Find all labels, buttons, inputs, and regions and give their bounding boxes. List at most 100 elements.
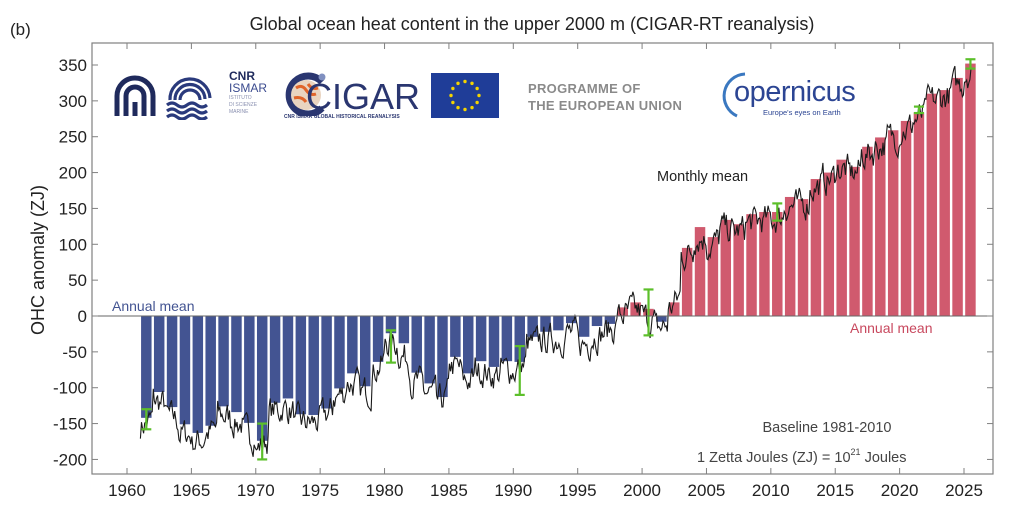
annual-bar-1979 bbox=[372, 316, 384, 362]
x-tick-label: 1975 bbox=[301, 481, 339, 500]
x-tick-label: 2015 bbox=[816, 481, 854, 500]
copernicus-tagline: Europe's eyes on Earth bbox=[763, 108, 841, 117]
y-tick-label: -50 bbox=[62, 343, 87, 362]
cigar-logo-text: CIGAR bbox=[306, 76, 421, 117]
annual-bar-2005 bbox=[707, 237, 719, 316]
x-tick-label: 1970 bbox=[237, 481, 275, 500]
annual-bar-1990 bbox=[514, 316, 525, 362]
annual-bar-2024 bbox=[952, 77, 963, 316]
cigar-logo-subtitle: CNR ISMAR GLOBAL HISTORICAL REANALYSIS bbox=[284, 114, 400, 120]
error-bar-2010 bbox=[772, 202, 783, 222]
y-tick-label: -200 bbox=[53, 450, 87, 469]
annual-bar-1962 bbox=[153, 316, 165, 393]
x-axis: 1960 1965 1970 1975 1980 1985 1990 1995 2000 2005… bbox=[108, 43, 983, 500]
eu-star-icon bbox=[456, 105, 460, 110]
annual-bar-1970 bbox=[256, 316, 268, 441]
annual-bar-1987 bbox=[475, 316, 487, 362]
annual-bar-1985 bbox=[450, 316, 461, 357]
annual-bar-2012 bbox=[797, 199, 809, 316]
y-tick-label: 100 bbox=[59, 235, 87, 254]
ismar-logo-ismar: ISMAR bbox=[229, 81, 268, 95]
annual-bars bbox=[141, 63, 976, 441]
x-tick-label: 2020 bbox=[881, 481, 919, 500]
x-tick-label: 1960 bbox=[108, 481, 146, 500]
y-tick-label: 150 bbox=[59, 199, 87, 218]
annual-bar-1965 bbox=[192, 316, 204, 433]
annual-bar-2004 bbox=[694, 227, 706, 316]
annual-bar-2006 bbox=[720, 219, 732, 316]
eu-star-icon bbox=[475, 100, 479, 105]
annual-bar-2020 bbox=[900, 120, 912, 317]
y-tick-label: 350 bbox=[59, 56, 87, 75]
y-axis-label: OHC anomaly (ZJ) bbox=[28, 185, 48, 335]
error-bars bbox=[141, 58, 976, 461]
y-tick-label: 250 bbox=[59, 128, 87, 147]
cnr-logo-icon bbox=[114, 75, 212, 120]
error-bar-2021 bbox=[913, 105, 924, 115]
programme-of-eu-text: PROGRAMME OF THE EUROPEAN UNION bbox=[528, 80, 682, 114]
eu-star-icon bbox=[470, 81, 474, 86]
copernicus-arc-icon bbox=[722, 72, 746, 118]
annual-bar-1973 bbox=[295, 316, 307, 415]
x-tick-label: 2010 bbox=[752, 481, 790, 500]
annual-bar-2007 bbox=[733, 224, 744, 316]
annual-bar-1969 bbox=[244, 316, 255, 423]
annual-bar-1992 bbox=[540, 316, 551, 332]
x-tick-label: 1985 bbox=[430, 481, 468, 500]
x-tick-label: 1990 bbox=[494, 481, 532, 500]
annual-bar-1967 bbox=[218, 316, 229, 407]
baseline-note: Baseline 1981-2010 bbox=[763, 420, 892, 436]
x-tick-label: 2000 bbox=[623, 481, 661, 500]
monthly-line-layer bbox=[139, 65, 972, 457]
annual-bar-1995 bbox=[578, 316, 590, 337]
annual-bar-2019 bbox=[887, 130, 899, 316]
annual-bar-1989 bbox=[501, 316, 513, 362]
y-tick-label: -150 bbox=[53, 415, 87, 434]
annual-mean-label-left: Annual mean bbox=[112, 298, 195, 314]
annual-bar-2022 bbox=[926, 93, 938, 316]
error-bar-2025 bbox=[965, 58, 976, 70]
monthly-mean-line bbox=[139, 65, 972, 457]
x-tick-label: 2005 bbox=[688, 481, 726, 500]
ismar-logo-sub2: DI SCIENZE bbox=[229, 102, 258, 108]
annual-bar-1997 bbox=[604, 316, 616, 324]
annual-bar-2001 bbox=[656, 316, 667, 322]
annual-bar-2011 bbox=[784, 196, 796, 316]
annual-bar-2010 bbox=[772, 212, 783, 316]
error-bar-1961 bbox=[141, 408, 152, 431]
error-bar-1970 bbox=[257, 422, 268, 461]
error-bar-1980 bbox=[385, 329, 396, 364]
x-tick-label: 1965 bbox=[172, 481, 210, 500]
eu-flag-icon bbox=[431, 73, 499, 118]
eu-star-icon bbox=[463, 79, 467, 84]
annual-bar-2003 bbox=[681, 247, 693, 316]
eu-star-icon bbox=[463, 107, 467, 112]
programme-line-1: PROGRAMME OF bbox=[528, 81, 641, 96]
unit-note-exponent: 21 bbox=[851, 447, 861, 457]
y-axis: -200 -150 -100 -50 0 50 100 150 200 250 300 350 bbox=[53, 56, 993, 469]
eu-star-icon bbox=[451, 86, 455, 91]
cigar-logo: CIGAR CNR ISMAR GLOBAL HISTORICAL REANAL… bbox=[284, 70, 420, 122]
annual-bar-1961 bbox=[141, 316, 152, 418]
unit-note: 1 Zetta Joules (ZJ) = 1021 Joules bbox=[697, 447, 907, 466]
annual-bar-1968 bbox=[231, 316, 242, 413]
monthly-mean-label: Monthly mean bbox=[657, 169, 748, 185]
globe-icon bbox=[285, 72, 326, 116]
annual-bar-1982 bbox=[411, 316, 422, 373]
unit-note-prefix: 1 Zetta Joules (ZJ) = 10 bbox=[697, 450, 851, 466]
annual-bar-1981 bbox=[398, 316, 410, 344]
ismar-logo: CNR ISMAR ISTITUTO DI SCIENZE MARINE bbox=[229, 70, 267, 115]
annual-bar-2018 bbox=[875, 137, 886, 316]
ismar-logo-sub3: MARINE bbox=[229, 109, 249, 115]
y-tick-label: 0 bbox=[78, 307, 87, 326]
annual-bar-1976 bbox=[334, 316, 345, 389]
annual-bar-1977 bbox=[347, 316, 358, 374]
annual-bar-2015 bbox=[836, 159, 847, 316]
y-tick-label: 200 bbox=[59, 164, 87, 183]
annual-bar-1963 bbox=[166, 316, 178, 408]
annual-bar-1966 bbox=[205, 316, 216, 426]
annual-bar-1971 bbox=[269, 316, 281, 403]
annual-bar-1994 bbox=[566, 316, 577, 324]
copernicus-logo: opernicus Europe's eyes on Earth bbox=[719, 70, 859, 120]
eu-star-icon bbox=[451, 100, 455, 105]
